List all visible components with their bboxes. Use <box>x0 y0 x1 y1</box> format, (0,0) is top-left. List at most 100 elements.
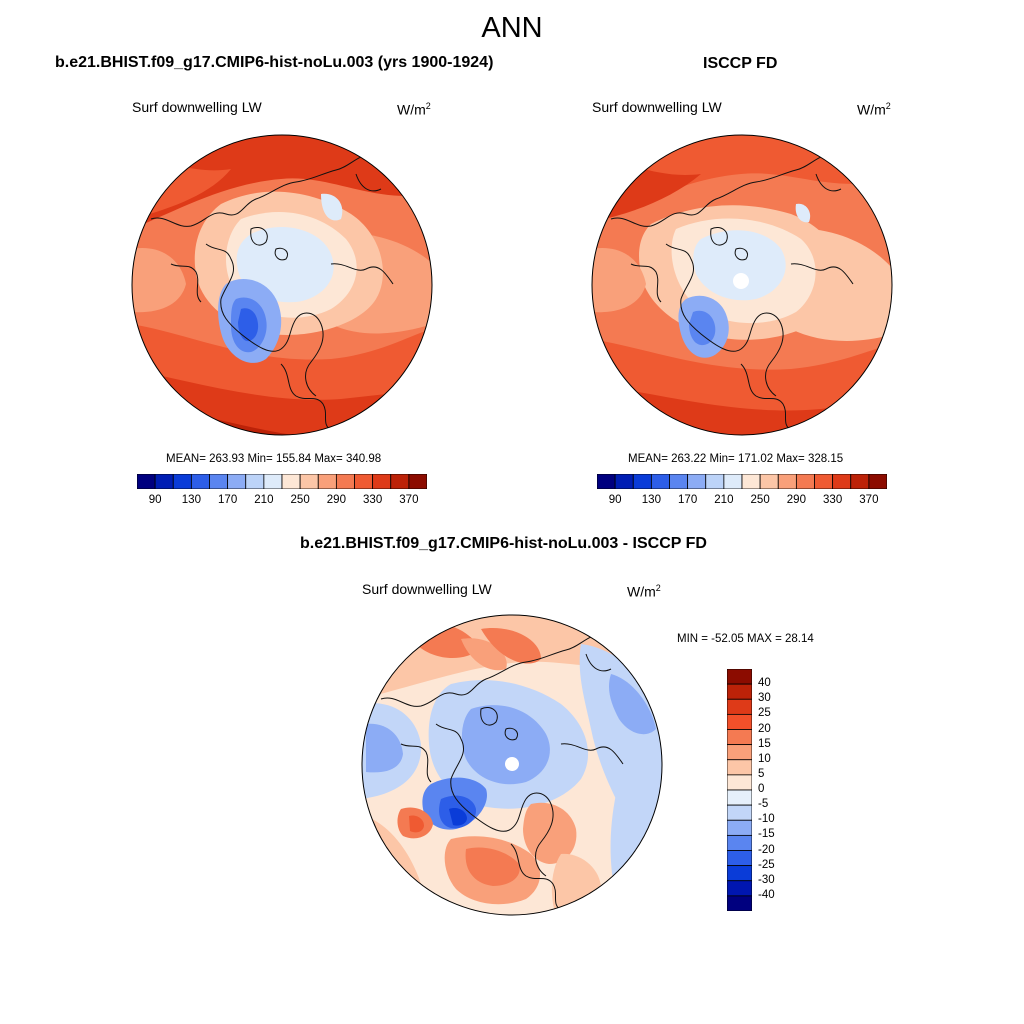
colorbar-swatch <box>227 474 247 489</box>
colorbar-tick-label: 170 <box>218 494 238 506</box>
colorbar-swatch <box>832 474 852 489</box>
colorbar-swatch <box>705 474 725 489</box>
panel2-units: W/m2 <box>857 101 891 118</box>
colorbar-swatch <box>335 474 355 489</box>
colorbar-tick-label: -5 <box>758 798 769 811</box>
colorbar-swatch <box>597 474 616 489</box>
colorbar-tick-label: 10 <box>758 752 771 765</box>
colorbar-swatch <box>727 789 752 806</box>
colorbar-tick-label: 25 <box>758 707 771 720</box>
panel1-stats: MEAN= 263.93 Min= 155.84 Max= 340.98 <box>166 453 382 465</box>
colorbar-tick-label: 130 <box>181 494 201 506</box>
colorbar-swatch <box>795 474 815 489</box>
panel1-title: b.e21.BHIST.f09_g17.CMIP6-hist-noLu.003 … <box>55 54 494 71</box>
colorbar-swatch <box>814 474 834 489</box>
colorbar-swatch <box>172 474 192 489</box>
colorbar-swatch <box>137 474 156 489</box>
colorbar-swatch <box>372 474 392 489</box>
colorbar-swatch <box>727 850 752 867</box>
colorbar-swatch <box>408 474 427 489</box>
colorbar-swatch <box>759 474 779 489</box>
colorbar-swatch <box>650 474 670 489</box>
colorbar-tick-label: 250 <box>290 494 310 506</box>
colorbar-swatch <box>850 474 870 489</box>
main-title: ANN <box>481 12 543 44</box>
panel2-colorbar <box>597 474 887 489</box>
colorbar-swatch <box>632 474 652 489</box>
panel3-colorbar-ticks: 40 30 25 20 15 10 5 0 -5 -10 -15 -20 -25 -30 -40 <box>758 669 798 911</box>
colorbar-swatch <box>727 713 752 730</box>
colorbar-swatch <box>209 474 229 489</box>
colorbar-tick-label: 90 <box>148 494 162 506</box>
colorbar-swatch <box>154 474 174 489</box>
colorbar-swatch <box>727 895 752 911</box>
colorbar-swatch <box>727 819 752 836</box>
colorbar-swatch <box>727 804 752 821</box>
panel1-polar-map <box>131 134 433 436</box>
colorbar-swatch <box>390 474 410 489</box>
colorbar-tick-label: 15 <box>758 737 771 750</box>
panel1-colorbar <box>137 474 427 489</box>
colorbar-tick-label: 370 <box>859 494 879 506</box>
colorbar-swatch <box>727 865 752 882</box>
panel2-title: ISCCP FD <box>703 55 778 72</box>
colorbar-tick-label: 40 <box>758 677 771 690</box>
colorbar-swatch <box>190 474 210 489</box>
colorbar-tick-label: 30 <box>758 692 771 705</box>
colorbar-tick-label: 210 <box>254 494 274 506</box>
colorbar-swatch <box>687 474 707 489</box>
colorbar-swatch <box>727 759 752 776</box>
panel1-units: W/m2 <box>397 101 431 118</box>
colorbar-tick-label: 210 <box>714 494 734 506</box>
colorbar-tick-label: -15 <box>758 828 775 841</box>
colorbar-swatch <box>727 744 752 761</box>
colorbar-swatch <box>741 474 761 489</box>
colorbar-tick-label: 90 <box>608 494 622 506</box>
colorbar-tick-label: -20 <box>758 843 775 856</box>
colorbar-swatch <box>727 774 752 791</box>
panel3-variable-label: Surf downwelling LW <box>362 581 492 597</box>
colorbar-tick-label: -40 <box>758 888 775 901</box>
panel2-stats: MEAN= 263.22 Min= 171.02 Max= 328.15 <box>628 453 844 465</box>
colorbar-swatch <box>669 474 689 489</box>
panel2-variable-label: Surf downwelling LW <box>592 99 722 115</box>
colorbar-swatch <box>299 474 319 489</box>
panel3-polar-map <box>361 614 663 916</box>
colorbar-swatch <box>723 474 743 489</box>
colorbar-swatch <box>281 474 301 489</box>
colorbar-swatch <box>727 669 752 685</box>
panel2-colorbar-ticks: 90 130 170 210 250 290 330 370 <box>597 494 887 510</box>
colorbar-tick-label: 290 <box>326 494 346 506</box>
colorbar-swatch <box>317 474 337 489</box>
colorbar-swatch <box>614 474 634 489</box>
colorbar-tick-label: 290 <box>786 494 806 506</box>
panel3-units: W/m2 <box>627 583 661 600</box>
colorbar-tick-label: 370 <box>399 494 419 506</box>
panel2-polar-map <box>591 134 893 436</box>
colorbar-tick-label: 20 <box>758 722 771 735</box>
colorbar-swatch <box>727 729 752 746</box>
panel3-title: b.e21.BHIST.f09_g17.CMIP6-hist-noLu.003 … <box>300 535 707 552</box>
colorbar-tick-label: -10 <box>758 813 775 826</box>
panel1-colorbar-ticks: 90 130 170 210 250 290 330 370 <box>137 494 427 510</box>
colorbar-swatch <box>727 834 752 851</box>
panel1-variable-label: Surf downwelling LW <box>132 99 262 115</box>
colorbar-swatch <box>245 474 265 489</box>
colorbar-tick-label: 0 <box>758 783 765 795</box>
colorbar-swatch <box>777 474 797 489</box>
colorbar-tick-label: 170 <box>678 494 698 506</box>
colorbar-tick-label: 130 <box>641 494 661 506</box>
colorbar-tick-label: 330 <box>823 494 843 506</box>
panel3-stats: MIN = -52.05 MAX = 28.14 <box>677 633 814 645</box>
colorbar-tick-label: -30 <box>758 873 775 886</box>
colorbar-swatch <box>263 474 283 489</box>
colorbar-tick-label: 5 <box>758 767 765 780</box>
colorbar-tick-label: 330 <box>363 494 383 506</box>
panel3-colorbar <box>727 669 752 911</box>
colorbar-swatch <box>868 474 887 489</box>
colorbar-swatch <box>354 474 374 489</box>
colorbar-swatch <box>727 698 752 715</box>
colorbar-tick-label: -25 <box>758 858 775 871</box>
colorbar-tick-label: 250 <box>750 494 770 506</box>
colorbar-swatch <box>727 683 752 700</box>
